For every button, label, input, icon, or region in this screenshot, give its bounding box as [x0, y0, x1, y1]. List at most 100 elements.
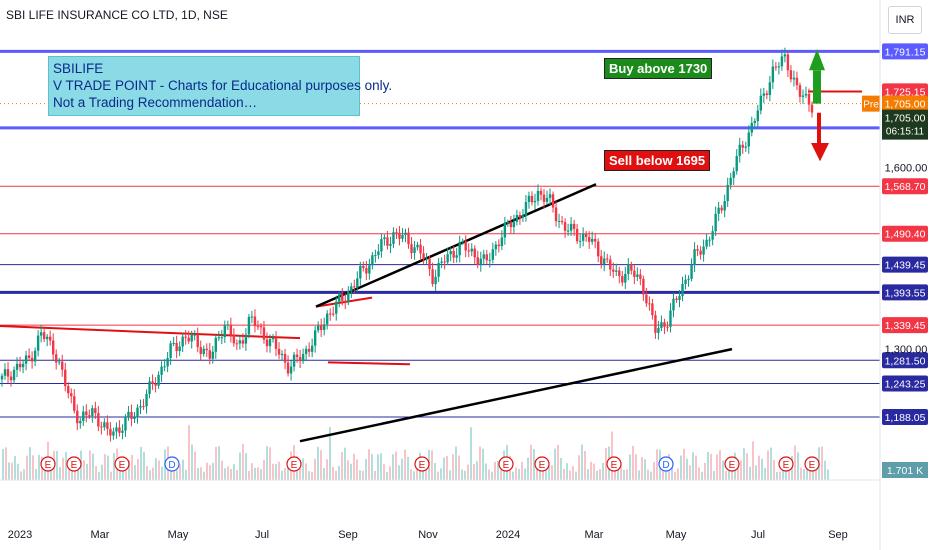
earnings-marker-icon[interactable] — [414, 456, 430, 472]
candle-body — [681, 283, 684, 297]
volume-bar — [242, 444, 244, 480]
volume-bar — [569, 470, 571, 480]
earnings-marker-icon[interactable] — [114, 456, 130, 472]
x-tick-label: 2023 — [8, 529, 32, 541]
candle-body — [196, 334, 199, 348]
candle-body — [458, 241, 461, 256]
candle-body — [509, 222, 513, 228]
volume-bar — [689, 465, 691, 480]
candle-body — [741, 144, 744, 148]
volume-bar — [11, 462, 13, 480]
volume-bar — [770, 447, 772, 480]
candle-body — [524, 202, 528, 216]
candle-body — [678, 296, 681, 301]
volume-bar — [758, 455, 760, 480]
volume-bar — [674, 471, 676, 480]
earnings-marker-icon[interactable] — [66, 456, 82, 472]
volume-bar — [98, 471, 100, 480]
volume-bar — [26, 455, 28, 480]
volume-bar — [44, 467, 46, 480]
chart-symbol-title[interactable]: SBI LIFE INSURANCE CO LTD, 1D, NSE — [6, 8, 228, 22]
earnings-marker-icon[interactable] — [40, 456, 56, 472]
volume-bar — [776, 471, 778, 480]
candle-body — [521, 215, 525, 218]
sell-annotation: Sell below 1695 — [604, 150, 711, 171]
earnings-marker-icon[interactable] — [534, 456, 550, 472]
candle-body — [313, 330, 317, 346]
volume-bar — [173, 471, 175, 480]
note-line-symbol: SBILIFE — [53, 61, 104, 76]
volume-bar — [89, 450, 91, 480]
candle-body — [548, 194, 552, 198]
earnings-marker-icon[interactable] — [606, 456, 622, 472]
dividend-marker-icon[interactable] — [164, 456, 180, 472]
volume-bar — [563, 468, 565, 480]
candle-body — [178, 346, 181, 352]
note-line-recommendation: Not a Trading Recommendation… — [53, 95, 258, 110]
earnings-marker-icon[interactable] — [778, 456, 794, 472]
volume-bar — [266, 445, 268, 480]
candle-body — [124, 416, 127, 431]
candle-body — [310, 345, 314, 352]
earnings-marker-icon[interactable] — [286, 456, 302, 472]
candle-body — [127, 411, 130, 417]
earnings-marker-icon[interactable] — [724, 456, 740, 472]
volume-bar — [398, 465, 400, 480]
volume-bar — [662, 465, 664, 480]
candle-body — [407, 232, 410, 245]
earnings-marker-icon[interactable] — [498, 456, 514, 472]
volume-bar — [176, 470, 178, 480]
price-level-badge — [882, 408, 928, 425]
dividend-marker-icon[interactable] — [658, 456, 674, 472]
candle-body — [789, 70, 793, 80]
volume-bar — [464, 470, 466, 480]
candle-body — [732, 171, 735, 178]
volume-bar — [371, 454, 373, 480]
candle-body — [374, 255, 377, 257]
candle-body — [356, 278, 359, 288]
candle-body — [82, 411, 85, 422]
volume-bar — [404, 449, 406, 480]
volume-bar — [416, 461, 418, 480]
volume-bar — [182, 459, 184, 480]
price-level-label: 1,705.00 — [885, 99, 926, 111]
volume-bar — [365, 459, 367, 480]
candle-body — [295, 354, 299, 358]
volume-bar — [62, 457, 64, 480]
volume-bar — [209, 465, 211, 480]
volume-bar — [92, 453, 94, 480]
candle-body — [705, 239, 708, 247]
candle-body — [353, 286, 356, 288]
currency-selector[interactable]: INR — [888, 6, 922, 34]
candle-body — [160, 366, 163, 375]
candle-body — [738, 144, 741, 157]
price-level-label: 1,243.25 — [885, 378, 926, 390]
volume-bar — [317, 446, 319, 480]
candle-body — [115, 427, 118, 432]
candle-body — [612, 269, 615, 272]
candle-body — [735, 156, 738, 172]
earnings-marker-icon[interactable] — [804, 456, 820, 472]
candle-body — [347, 291, 350, 302]
candle-body — [91, 408, 94, 416]
candle-body — [247, 316, 251, 335]
volume-bar — [677, 468, 679, 480]
candle-body — [15, 363, 19, 370]
candle-body — [593, 238, 597, 242]
volume-bar — [200, 467, 202, 480]
volume-bar — [35, 469, 37, 480]
volume-bar — [806, 468, 808, 480]
candle-body — [446, 254, 449, 263]
candle-body — [304, 348, 308, 355]
event-marker-label: E — [611, 460, 618, 471]
volume-bar — [476, 461, 478, 480]
volume-bar — [281, 470, 283, 480]
volume-bar — [2, 449, 4, 480]
candle-body — [777, 66, 781, 68]
volume-bar — [587, 469, 589, 480]
price-level-badge — [882, 284, 928, 301]
volume-bar — [440, 468, 442, 480]
candle-body — [717, 207, 720, 214]
candle-body — [500, 237, 504, 247]
